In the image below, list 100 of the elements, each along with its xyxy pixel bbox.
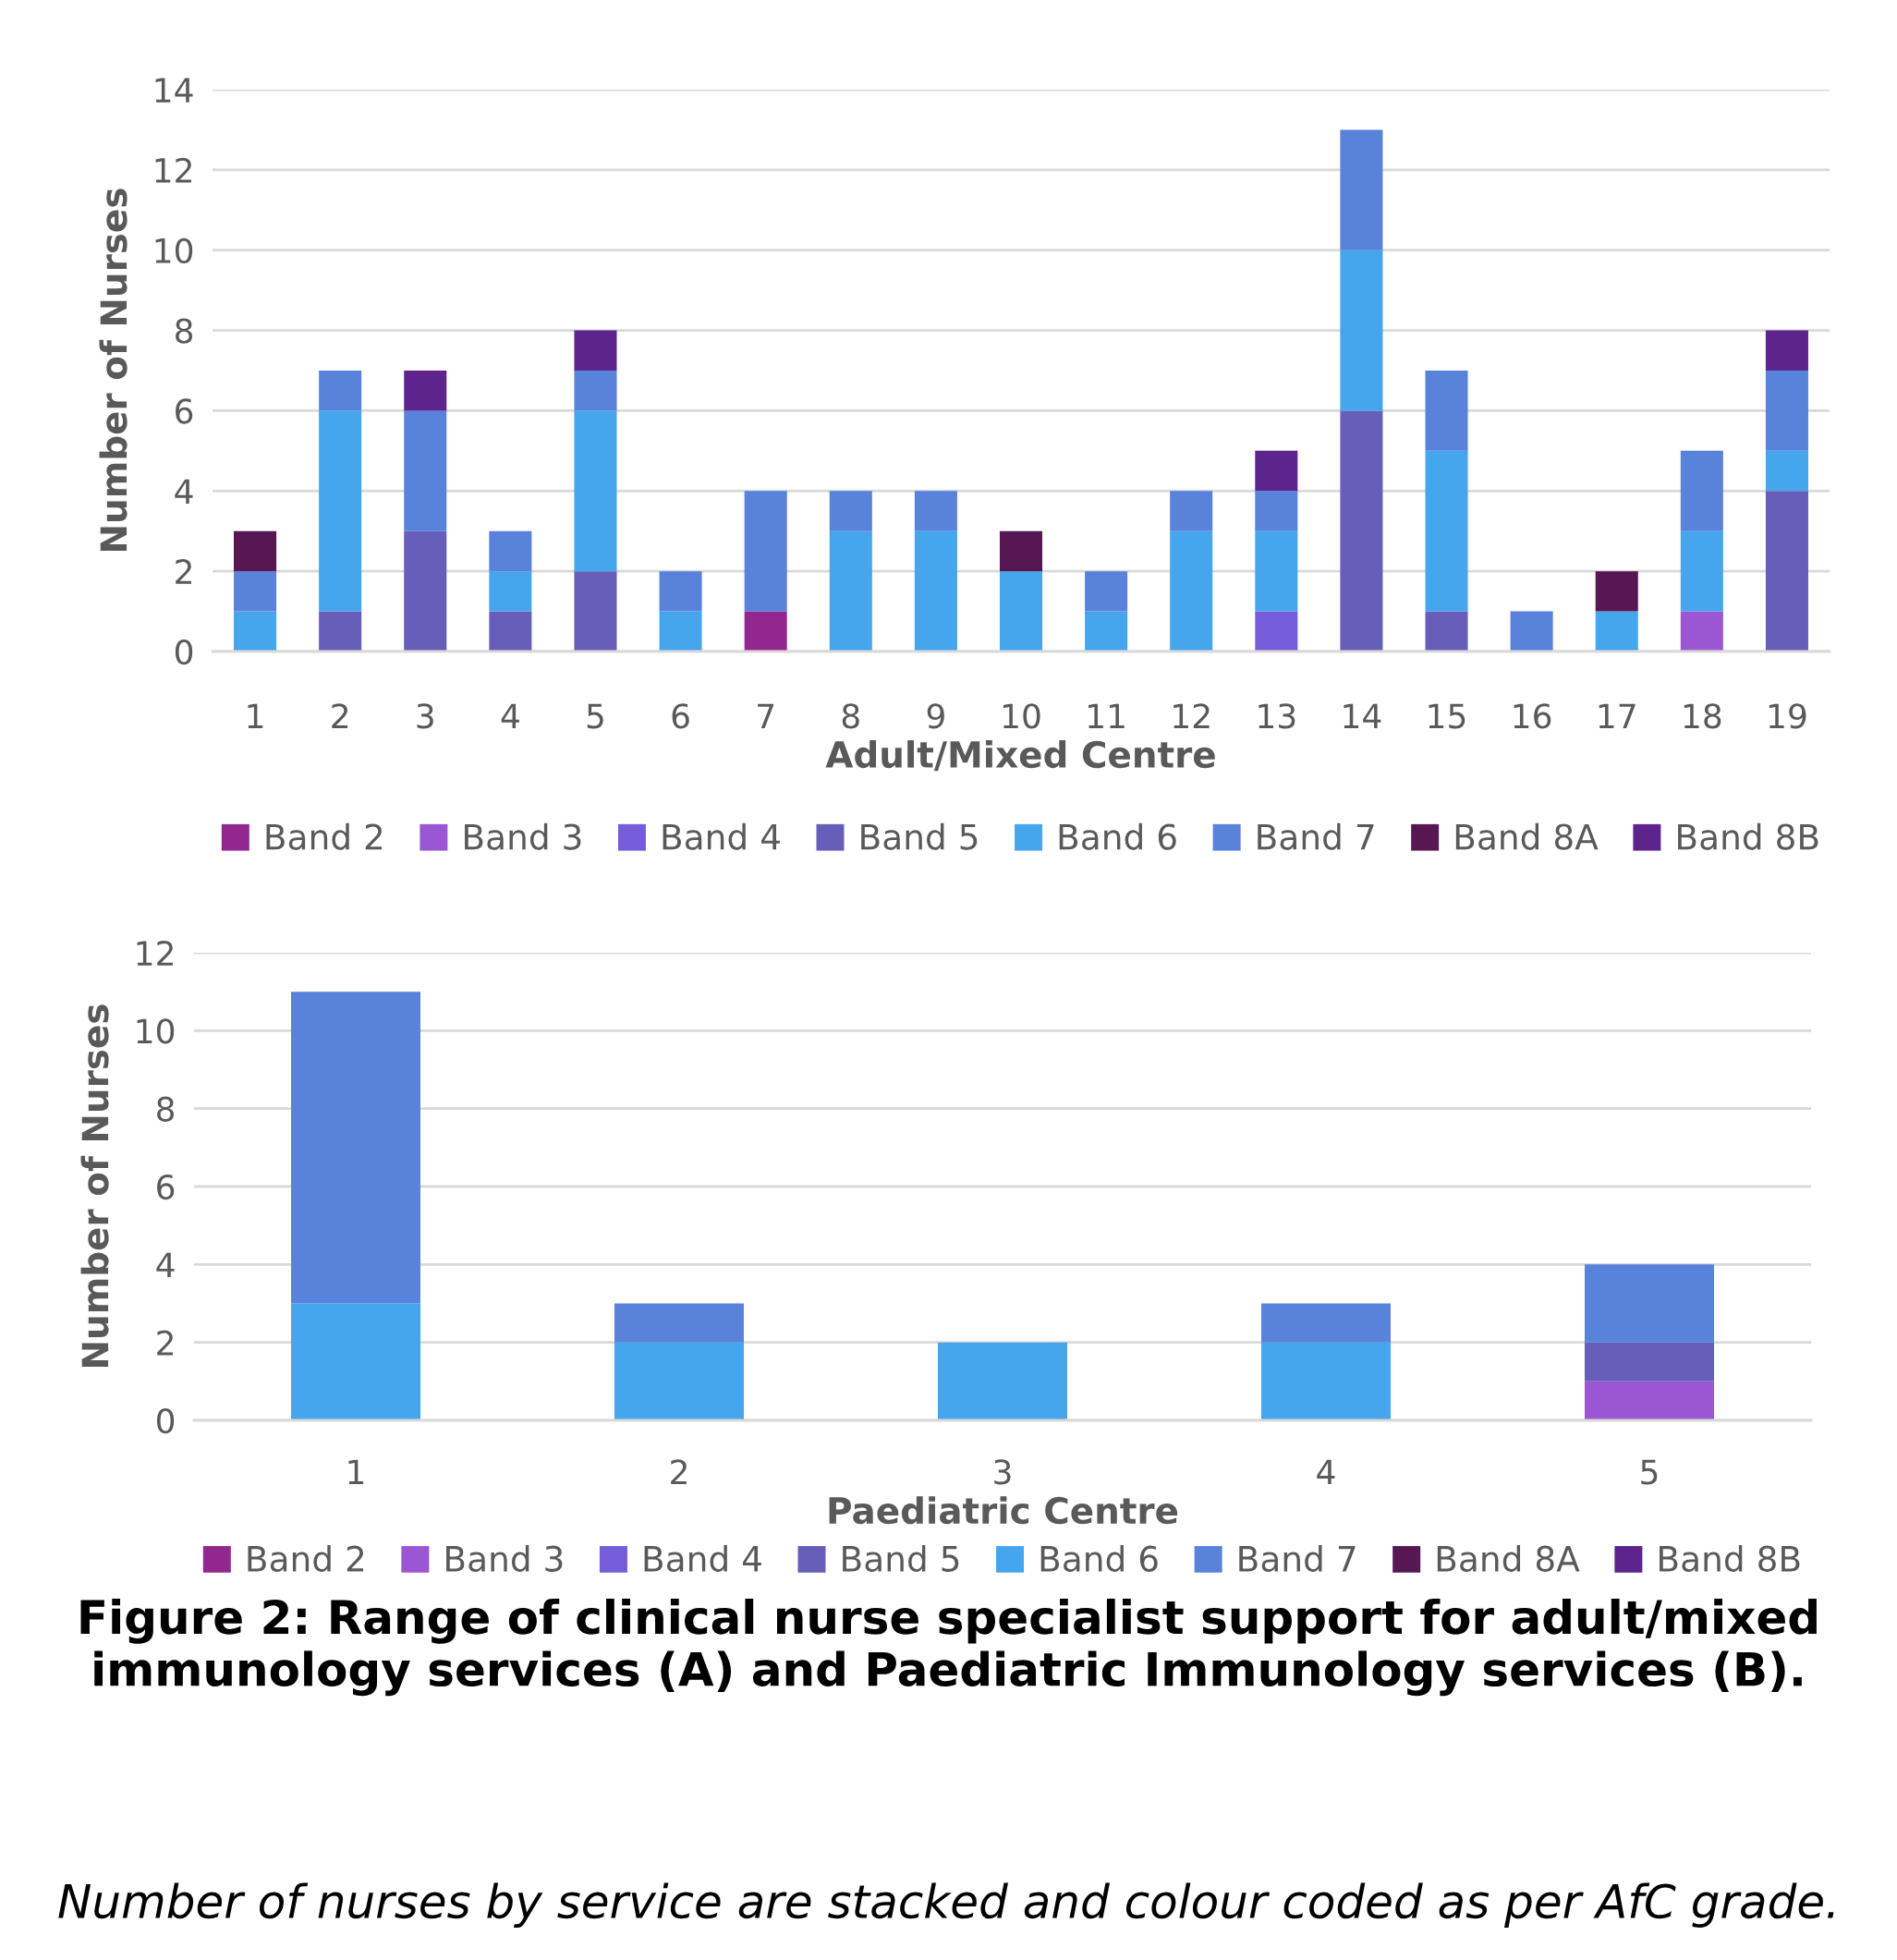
bar: [914, 530, 957, 651]
bar: [1255, 491, 1298, 531]
bar: [1425, 450, 1468, 612]
bar: [1255, 611, 1298, 651]
bar: [574, 371, 617, 411]
bar: [1585, 1264, 1714, 1343]
x-tick-label: 13: [1259, 703, 1295, 729]
legend-label: Band 2: [248, 1544, 364, 1572]
y-tick-label: 14: [155, 78, 193, 103]
legend-label: Band 2: [266, 822, 383, 850]
legend-label: Band 4: [644, 1544, 761, 1572]
x-tick-label: 2: [671, 1459, 687, 1485]
bar: [489, 611, 532, 651]
x-tick-label: 16: [1514, 703, 1551, 729]
legend-label: Band 3: [465, 822, 581, 850]
x-tick-label: 12: [1173, 703, 1210, 728]
bar: [574, 571, 617, 651]
bar: [319, 410, 362, 612]
x-tick-label: 1: [248, 703, 263, 728]
y-tick-label: 6: [157, 1174, 175, 1200]
bar: [319, 611, 362, 651]
y-tick-label: 8: [157, 1096, 175, 1122]
bar: [1085, 571, 1128, 612]
x-tick-label: 3: [994, 1459, 1011, 1485]
bar: [1340, 250, 1383, 411]
bar: [999, 530, 1043, 572]
bar: [1085, 611, 1128, 651]
bar: [1595, 611, 1638, 651]
bar: [1765, 371, 1808, 451]
bar: [489, 571, 532, 612]
bar: [999, 571, 1043, 651]
legend-label: Band 3: [446, 1544, 563, 1572]
bar: [659, 571, 702, 612]
bar: [914, 491, 957, 531]
bar: [1170, 530, 1213, 651]
bar: [1261, 1303, 1391, 1343]
x-tick-label: 15: [1429, 703, 1465, 729]
y-axis-title: Number of Nurses: [80, 1004, 109, 1367]
y-tick-label: 10: [155, 237, 193, 263]
legend-label: Band 7: [1258, 822, 1374, 850]
bar: [1170, 491, 1213, 531]
bar: [1765, 450, 1808, 492]
bar: [1340, 410, 1383, 651]
bar: [829, 491, 872, 531]
bar: [614, 1303, 744, 1343]
y-axis-title: Number of Nurses: [99, 189, 128, 551]
bar: [744, 611, 787, 651]
bar: [1595, 571, 1638, 612]
x-tick-label: 10: [1003, 703, 1040, 729]
legend-label: Band 8A: [1455, 822, 1599, 850]
x-tick-label: 18: [1684, 703, 1721, 729]
x-tick-label: 4: [1317, 1459, 1335, 1485]
legend-label: Band 8B: [1678, 822, 1818, 850]
bar: [404, 410, 447, 531]
x-axis-title: Paediatric Centre: [829, 1496, 1178, 1525]
x-tick-label: 2: [332, 703, 348, 728]
y-tick-label: 6: [176, 398, 193, 424]
bar: [574, 410, 617, 572]
bar: [744, 491, 787, 612]
bar: [1255, 530, 1298, 612]
text: Number of nurses by service are stacked and colour coded as per AfC grade.: [58, 1882, 1834, 1928]
x-tick-label: 14: [1344, 703, 1381, 728]
bar: [1425, 371, 1468, 451]
bar: [659, 611, 702, 651]
y-tick-label: 4: [175, 479, 193, 505]
x-tick-label: 3: [417, 703, 433, 729]
x-tick-label: 8: [842, 703, 859, 729]
legend-label: Band 4: [663, 822, 780, 850]
x-tick-label: 11: [1088, 703, 1125, 728]
legend-label: Band 7: [1239, 1544, 1356, 1572]
y-tick-label: 0: [175, 639, 193, 665]
x-tick-label: 9: [927, 703, 944, 729]
bar: [234, 611, 277, 651]
legend-label: Band 6: [1040, 1544, 1158, 1572]
legend-label: Band 5: [843, 1544, 959, 1572]
legend-label: Band 6: [1059, 822, 1176, 850]
y-tick-label: 12: [155, 157, 191, 183]
bar: [1765, 491, 1808, 651]
x-tick-label: 17: [1599, 703, 1636, 728]
x-tick-label: 7: [758, 703, 774, 728]
y-tick-label: 2: [176, 559, 191, 584]
bar: [1585, 1342, 1714, 1382]
bar: [1680, 530, 1723, 612]
x-tick-label: 6: [672, 703, 689, 729]
bar: [404, 530, 447, 651]
bar: [574, 330, 617, 371]
bar: [234, 530, 277, 572]
y-tick-label: 0: [156, 1407, 175, 1434]
bar: [1765, 330, 1808, 371]
bar: [319, 371, 362, 411]
bar: [829, 530, 872, 651]
legend-label: Band 8B: [1660, 1544, 1800, 1572]
x-tick-label: 1: [348, 1459, 364, 1485]
bar: [938, 1342, 1067, 1420]
bar: [1255, 450, 1298, 492]
bar: [1425, 611, 1468, 651]
x-axis-title: Adult/Mixed Centre: [825, 740, 1215, 772]
bar: [1680, 450, 1723, 531]
bar: [404, 371, 447, 411]
bar: [1340, 129, 1383, 250]
